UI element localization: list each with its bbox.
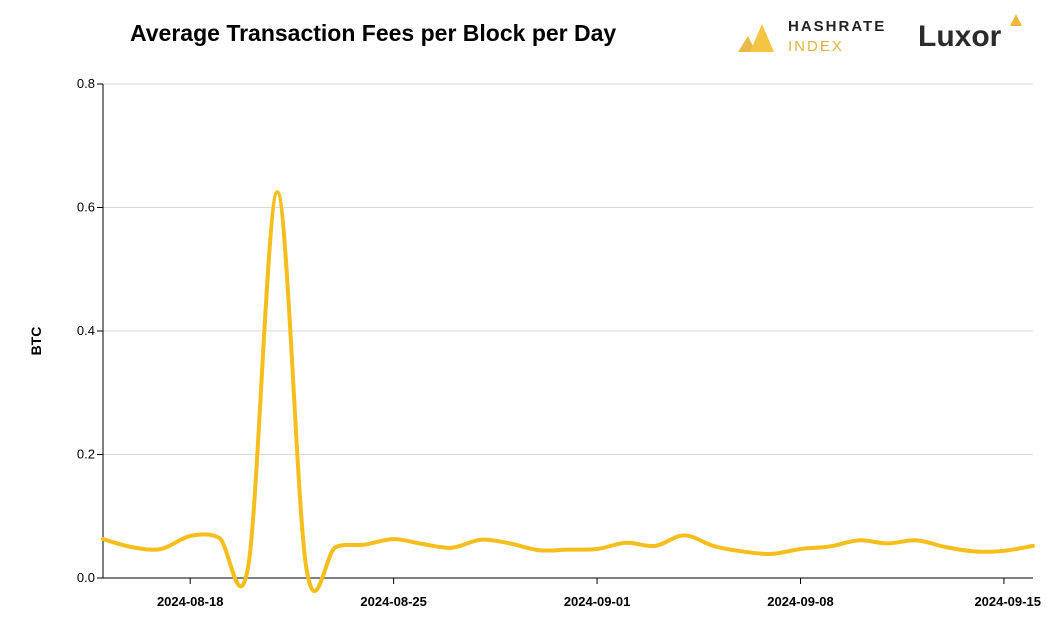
x-tick-label: 2024-09-15 (974, 594, 1041, 609)
luxor-logo-icon (1010, 14, 1022, 26)
y-axis-title: BTC (28, 327, 44, 356)
hashrate-logo-line2: INDEX (788, 38, 844, 55)
y-tick-label: 0.6 (77, 200, 95, 215)
luxor-logo-text: Luxor (918, 20, 1002, 53)
y-tick-label: 0.0 (77, 570, 95, 585)
y-tick-label: 0.4 (77, 323, 95, 338)
hashrate-index-logo-icon (738, 24, 774, 52)
x-tick-label: 2024-08-25 (360, 594, 427, 609)
x-tick-label: 2024-08-18 (157, 594, 224, 609)
series-line (101, 190, 1035, 593)
x-tick-labels: 2024-08-18 2024-08-25 2024-09-01 2024-09-08… (157, 578, 1041, 609)
x-tick-label: 2024-09-01 (564, 594, 631, 609)
series-lines (101, 190, 1035, 593)
y-tick-label: 0.8 (77, 76, 95, 91)
hashrate-logo-line1: HASHRATE (788, 18, 887, 35)
x-tick-label: 2024-09-08 (767, 594, 834, 609)
hashrate-index-logo: HASHRATE INDEX (738, 16, 898, 58)
chart-title: Average Transaction Fees per Block per D… (130, 20, 617, 46)
luxor-logo: Luxor (918, 14, 1028, 58)
y-tick-label: 0.2 (77, 447, 95, 462)
y-tick-labels: 0.0 0.2 0.4 0.6 0.8 (77, 76, 103, 585)
grid-lines (103, 83, 1033, 455)
